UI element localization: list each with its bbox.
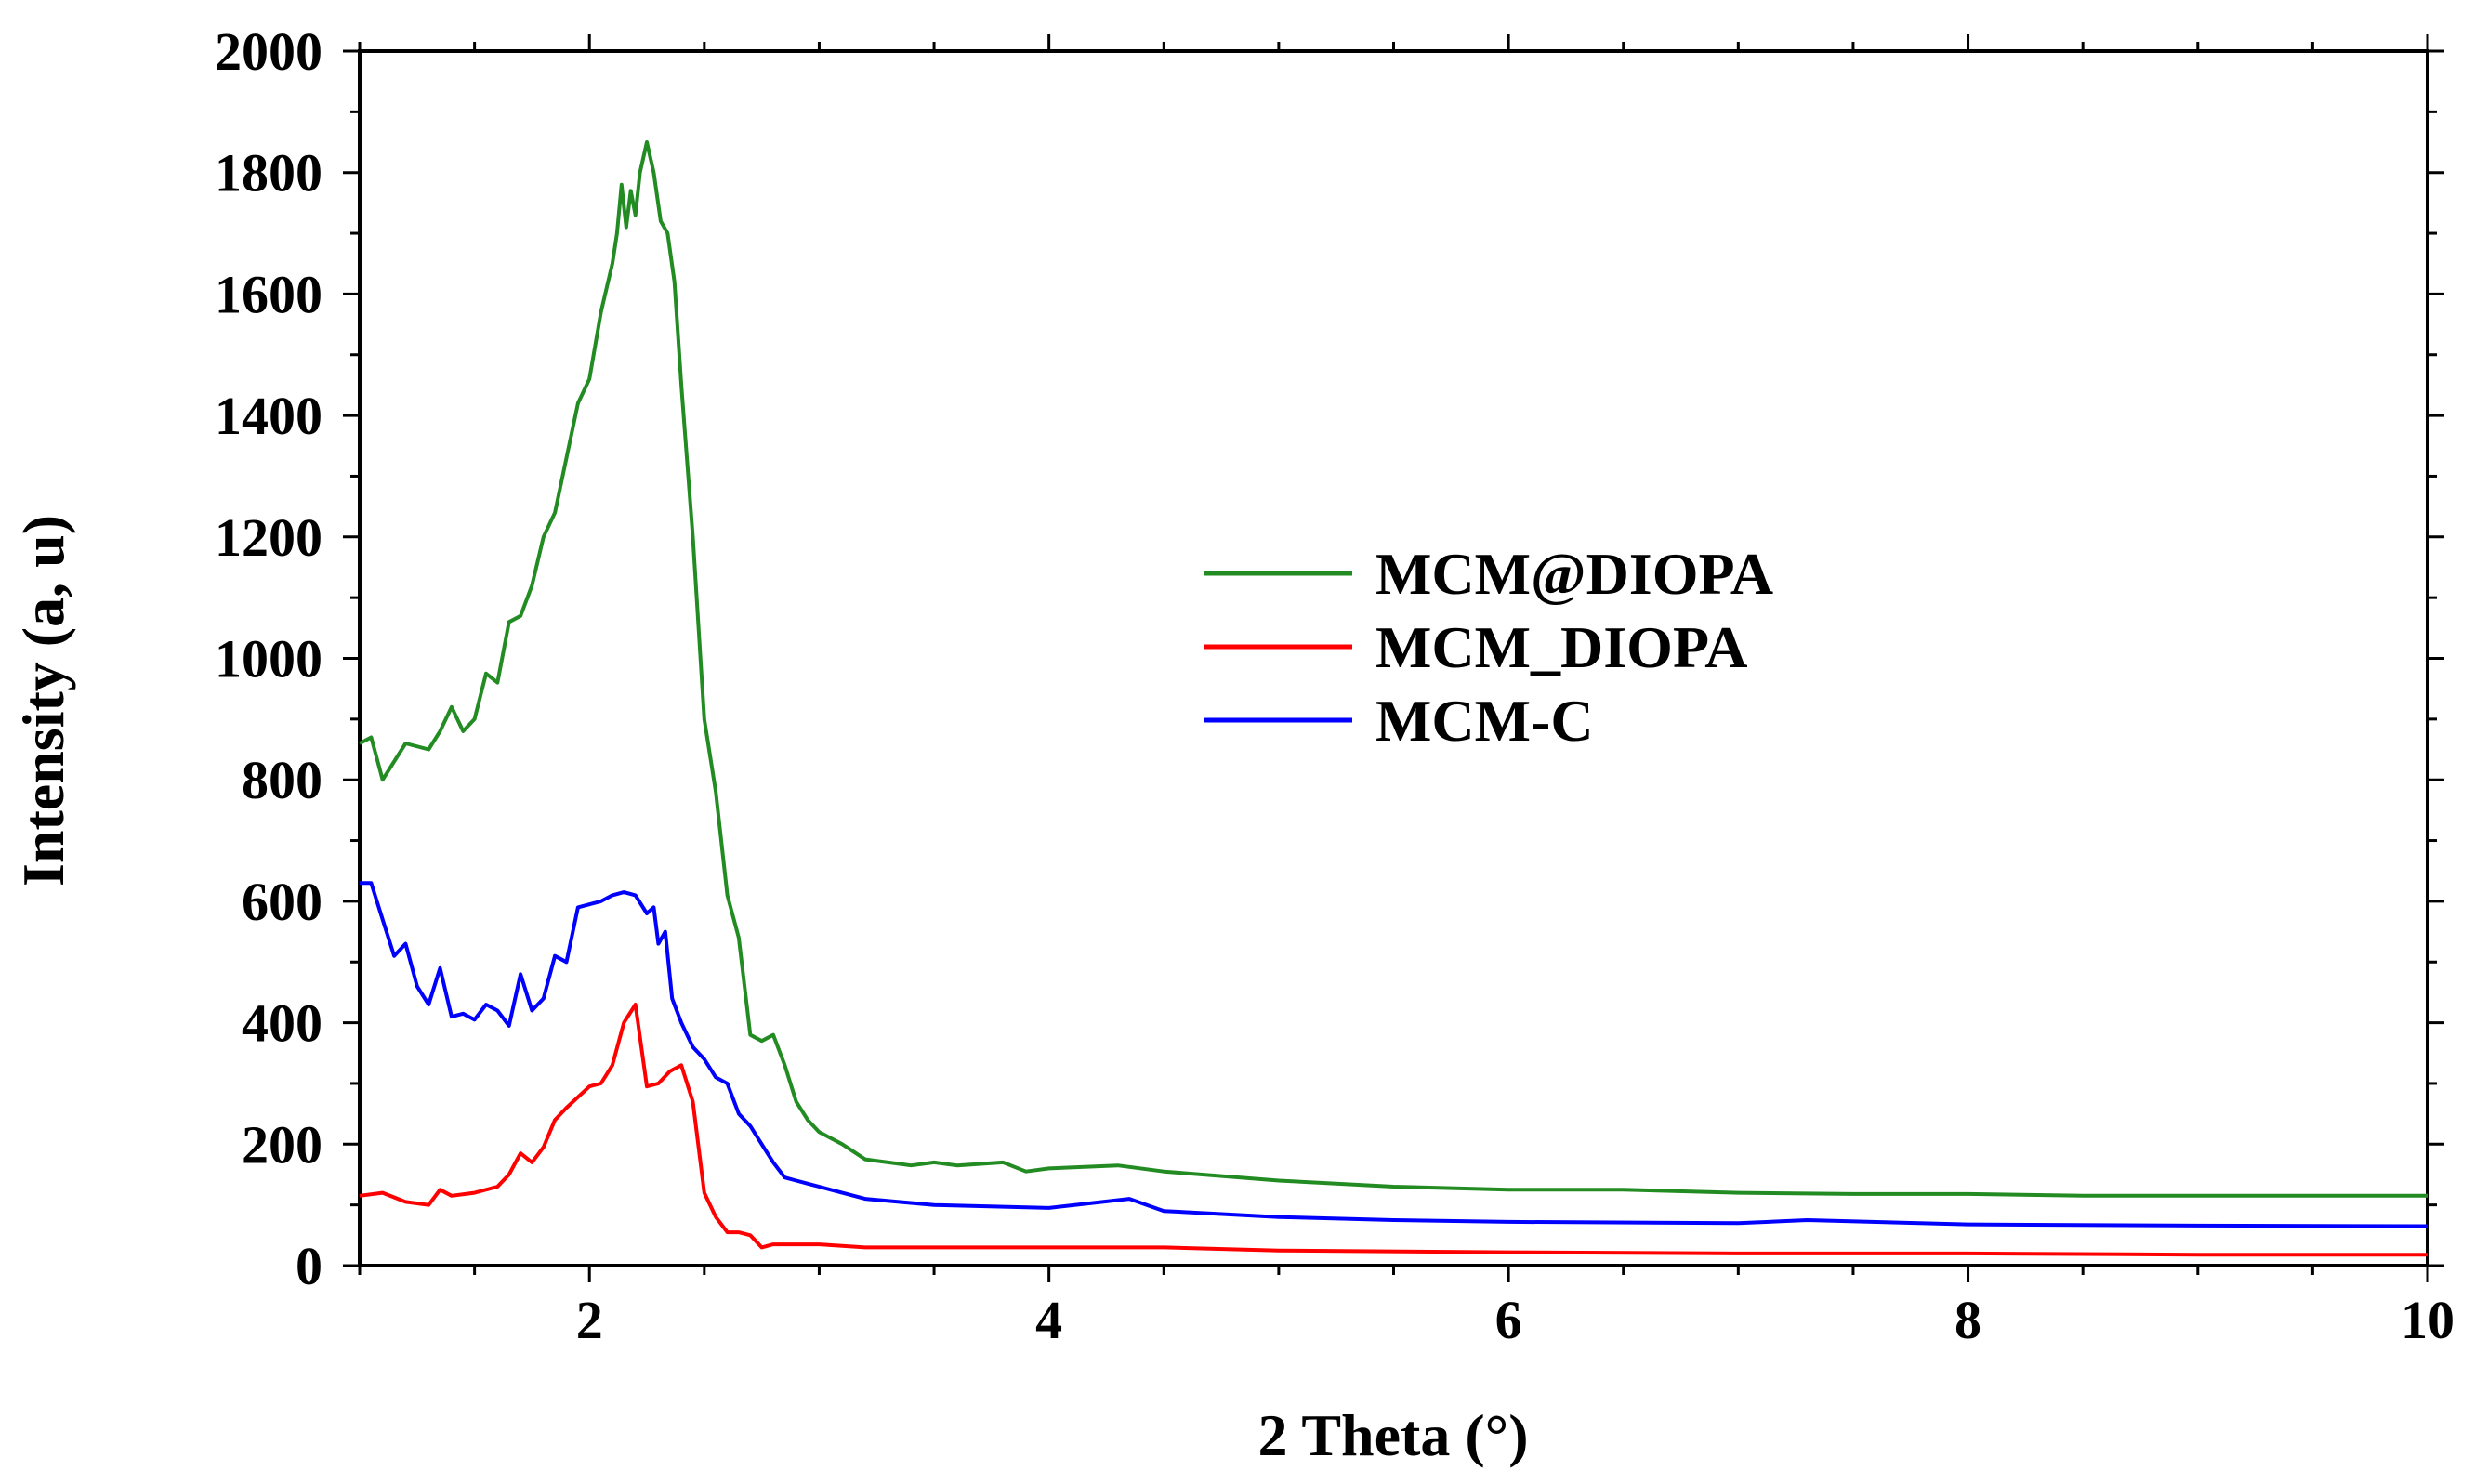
x-axis-title: 2 Theta (°) [1257, 1402, 1528, 1468]
y-axis-ticks: 0 200 400 600 800 1000 1200 1400 1600 1800 2000 [215, 21, 2444, 1296]
x-axis-ticks: 2 4 6 8 10 [358, 34, 2454, 1350]
y-tick-label: 1400 [215, 386, 322, 446]
x-tick-label: 10 [2401, 1290, 2454, 1350]
y-tick-label: 1000 [215, 629, 322, 689]
x-tick-label: 8 [1954, 1290, 1981, 1350]
legend: MCM@DIOPA MCM_DIOPA MCM-C [1204, 541, 1773, 754]
y-tick-label: 1600 [215, 264, 322, 324]
x-tick-label: 2 [576, 1290, 603, 1350]
y-tick-label: 400 [242, 993, 322, 1054]
series-lines [359, 140, 2428, 1257]
legend-label-mcm-at-diopa: MCM@DIOPA [1375, 541, 1773, 607]
y-tick-label: 600 [242, 872, 322, 932]
x-tick-label: 4 [1035, 1290, 1062, 1350]
y-tick-label: 800 [242, 750, 322, 810]
series-line-mcm-diopa [359, 1003, 2428, 1257]
series-line-mcm-c [360, 881, 2428, 1228]
y-tick-label: 200 [242, 1114, 322, 1175]
y-tick-label: 1200 [215, 507, 322, 568]
y-tick-label: 0 [296, 1236, 322, 1296]
y-tick-label: 1800 [215, 143, 322, 204]
y-tick-label: 2000 [215, 21, 322, 82]
y-axis-title: Intensity (a, u) [10, 515, 76, 886]
legend-label-mcm-c: MCM-C [1375, 688, 1594, 754]
series-line-mcm-diopa [359, 140, 2428, 1198]
legend-label-mcm-diopa: MCM_DIOPA [1375, 614, 1748, 680]
x-tick-label: 6 [1495, 1290, 1522, 1350]
